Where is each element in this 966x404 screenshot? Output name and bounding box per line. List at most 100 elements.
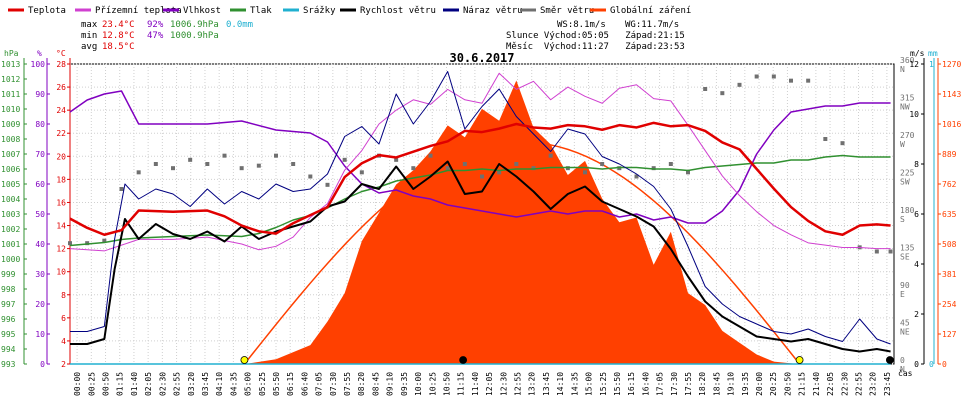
series-smer-vetru-point <box>531 166 536 171</box>
series-smer-vetru-point <box>85 241 90 246</box>
series-smer-vetru-point <box>222 153 227 158</box>
series-smer-vetru-point <box>462 162 467 166</box>
direction-tick-degrees: 360 <box>900 56 915 65</box>
x-tick-label: 17:55 <box>684 372 693 396</box>
rain-axis-label: mm <box>928 49 938 58</box>
pressure-tick-label: 1007 <box>1 150 20 159</box>
x-tick-label: 23:20 <box>869 372 878 396</box>
series-smer-vetru-point <box>874 249 879 254</box>
stat-max-temp: 23.4°C <box>102 20 135 30</box>
pressure-tick-label: 1002 <box>1 225 20 234</box>
x-tick-label: 19:35 <box>741 372 750 396</box>
legend-label: Rychlost větru <box>360 6 436 16</box>
x-tick-label: 01:40 <box>130 372 139 396</box>
pressure-tick-label: 998 <box>1 285 16 294</box>
temperature-tick-label: 24 <box>56 106 66 115</box>
temperature-tick-label: 12 <box>56 245 66 254</box>
direction-tick-degrees: 225 <box>900 169 915 178</box>
x-tick-label: 12:05 <box>485 372 494 396</box>
temperature-tick-label: 14 <box>56 222 66 231</box>
humidity-tick-label: 0 <box>40 360 45 369</box>
x-tick-label: 13:45 <box>542 372 551 396</box>
series-smer-vetru-point <box>806 78 811 83</box>
pressure-tick-label: 993 <box>1 360 16 369</box>
humidity-tick-label: 50 <box>35 210 45 219</box>
stat-max-hum: 92% <box>147 20 164 30</box>
pressure-tick-label: 995 <box>1 330 16 339</box>
x-tick-label: 18:20 <box>698 372 707 396</box>
x-tick-label: 03:45 <box>201 372 210 396</box>
x-tick-label: 04:35 <box>229 372 238 396</box>
humidity-tick-label: 10 <box>35 330 45 339</box>
x-tick-label: 07:05 <box>315 372 324 396</box>
direction-tick-degrees: 270 <box>900 131 915 140</box>
series-smer-vetru-point <box>497 170 502 175</box>
x-tick-label: 12:55 <box>514 372 523 396</box>
series-smer-vetru-point <box>274 153 278 158</box>
x-tick-label: 07:30 <box>329 372 338 396</box>
radiation-tick-label: 381 <box>942 270 957 279</box>
stat-avg-label: avg <box>81 42 97 52</box>
stat-min-label: min <box>81 31 97 41</box>
series-smer-vetru-point <box>737 82 742 87</box>
x-tick-label: 13:20 <box>528 372 537 396</box>
direction-tick-degrees: 0 <box>900 356 905 365</box>
series-smer-vetru-point <box>153 162 158 166</box>
x-tick-label: 19:10 <box>727 372 736 396</box>
pressure-tick-label: 1010 <box>1 105 20 114</box>
stat-moon: Měsíc Východ:11:27 Západ:23:53 <box>506 42 685 52</box>
x-tick-label: 02:55 <box>173 372 182 396</box>
series-smer-vetru-point <box>600 162 605 166</box>
x-tick-label: 17:30 <box>670 372 679 396</box>
wind-tick-label: 12 <box>909 60 919 69</box>
pressure-tick-label: 994 <box>1 345 16 354</box>
series-smer-vetru-point <box>668 162 673 166</box>
series-smer-vetru-point <box>68 241 72 246</box>
legend: Teplota Přízemní teplota Vlhkost Tlak Srážky… <box>8 6 691 16</box>
temperature-tick-label: 10 <box>56 268 66 277</box>
x-tick-label: 10:00 <box>414 372 423 396</box>
series-smer-vetru-point <box>888 249 893 254</box>
radiation-tick-label: 889 <box>942 150 957 159</box>
humidity-tick-label: 20 <box>35 300 45 309</box>
x-tick-label: 08:45 <box>371 372 380 396</box>
temperature-tick-label: 8 <box>61 291 66 300</box>
radiation-tick-label: 1143 <box>942 90 961 99</box>
series-smer-vetru-point <box>634 174 639 179</box>
x-tick-label: 20:25 <box>769 372 778 396</box>
radiation-tick-label: 0 <box>942 360 947 369</box>
x-tick-label: 09:10 <box>386 372 395 396</box>
x-tick-label: 05:25 <box>258 372 267 396</box>
pressure-tick-label: 1009 <box>1 120 20 129</box>
x-tick-label: 00:50 <box>102 372 111 396</box>
series-smer-vetru-point <box>583 170 587 175</box>
stat-avg-temp: 18.5°C <box>102 42 135 52</box>
temperature-tick-label: 2 <box>61 360 66 369</box>
direction-tick-degrees: 315 <box>900 94 915 103</box>
stat-ws: WS:8.1m/s <box>557 20 606 30</box>
radiation-tick-label: 635 <box>942 210 957 219</box>
series-smer-vetru-point <box>789 78 793 83</box>
temperature-tick-label: 18 <box>56 175 66 184</box>
x-tick-label: 15:25 <box>599 372 608 396</box>
direction-tick-cardinal: S <box>900 215 905 224</box>
series-smer-vetru-point <box>548 153 553 158</box>
pressure-tick-label: 1013 <box>1 60 20 69</box>
x-axis-label: čas <box>898 368 913 378</box>
x-tick-label: 16:15 <box>627 372 636 396</box>
series-smer-vetru-point <box>840 141 845 146</box>
pressure-tick-label: 1003 <box>1 210 20 219</box>
radiation-tick-label: 1016 <box>942 120 961 129</box>
stat-max-label: max <box>81 20 98 30</box>
humidity-tick-label: 100 <box>31 60 46 69</box>
pressure-tick-label: 1012 <box>1 75 20 84</box>
direction-tick-cardinal: N <box>900 65 905 74</box>
x-tick-label: 11:15 <box>457 372 466 396</box>
series-smer-vetru-point <box>754 74 759 79</box>
x-tick-label: 01:15 <box>116 372 125 396</box>
series-smer-vetru-point <box>823 137 828 141</box>
stat-max-rain: 0.0mm <box>226 20 253 30</box>
stat-min-temp: 12.8°C <box>102 31 135 41</box>
x-tick-label: 08:20 <box>357 372 366 396</box>
